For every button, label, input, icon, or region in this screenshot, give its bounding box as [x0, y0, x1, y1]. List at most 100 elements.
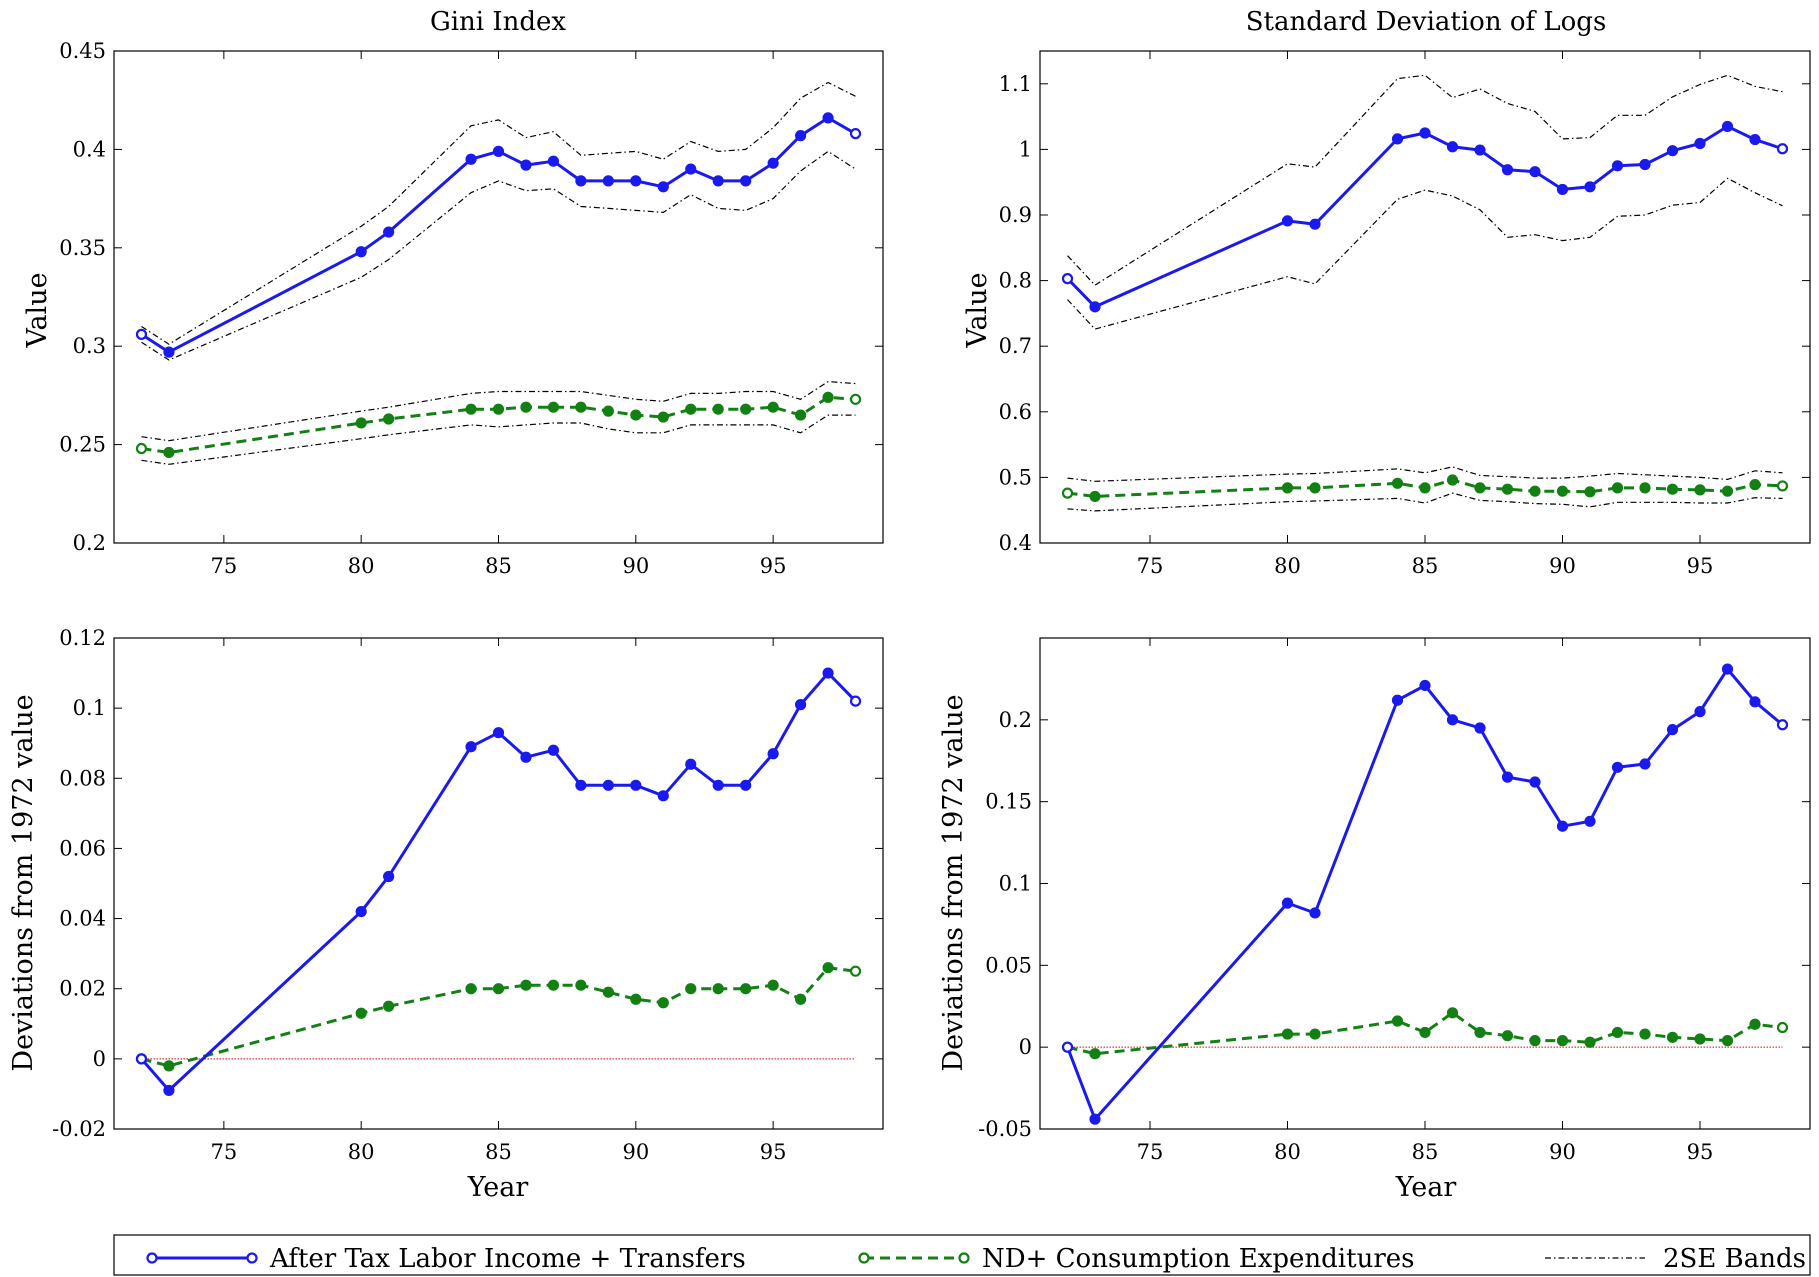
- x-tick-label: 95: [760, 554, 787, 578]
- data-point-consumption: [1721, 485, 1734, 497]
- data-point-income: [575, 779, 587, 791]
- data-point-consumption: [135, 442, 148, 455]
- data-point-income: [657, 181, 669, 193]
- data-point-income: [1474, 144, 1486, 156]
- data-point-income: [1089, 301, 1101, 313]
- data-point-income: [1611, 160, 1624, 172]
- data-point-consumption: [740, 983, 752, 995]
- legend-marker-income: [246, 1252, 258, 1264]
- data-point-income: [1446, 714, 1459, 726]
- x-tick-label: 90: [622, 554, 649, 578]
- data-point-income: [1391, 133, 1404, 145]
- data-point-income: [355, 246, 367, 258]
- data-point-income: [1666, 145, 1679, 157]
- series-line-2se-band: [1067, 177, 1783, 330]
- data-point-consumption: [795, 409, 807, 421]
- data-point-consumption: [1776, 1021, 1789, 1034]
- data-point-consumption: [492, 983, 505, 995]
- x-tick-label: 95: [1687, 1140, 1714, 1164]
- x-tick-label: 75: [1137, 554, 1164, 578]
- data-point-income: [1584, 815, 1596, 827]
- y-tick-label: -0.05: [978, 1117, 1032, 1141]
- series-line-2se-band: [1067, 466, 1783, 482]
- data-point-consumption: [547, 979, 560, 991]
- data-point-income: [657, 790, 669, 802]
- panel-std-dev-deviations: Deviations from 1972 value Year 75 80 85 90…: [938, 637, 1811, 1203]
- data-point-consumption: [1584, 486, 1596, 498]
- data-point-income: [712, 175, 724, 187]
- y-tick-label: 1: [1019, 137, 1032, 161]
- legend-marker-consumption: [858, 1252, 870, 1264]
- data-point-income: [740, 175, 752, 187]
- data-point-income: [1639, 158, 1651, 171]
- data-point-income: [465, 153, 477, 165]
- y-tick-label: 0.5: [999, 465, 1032, 489]
- data-point-income: [1281, 897, 1294, 909]
- y-tick-label: 0.2: [73, 531, 106, 555]
- data-point-consumption: [383, 1000, 395, 1012]
- legend-marker-income: [146, 1252, 158, 1264]
- data-point-consumption: [1776, 480, 1789, 492]
- data-point-consumption: [712, 983, 724, 995]
- data-point-income: [1419, 679, 1431, 692]
- data-point-consumption: [685, 983, 697, 995]
- data-point-income: [520, 751, 532, 763]
- data-point-income: [575, 175, 587, 187]
- data-point-consumption: [1611, 482, 1624, 494]
- data-point-consumption: [822, 391, 834, 403]
- series-line-2se-band: [141, 380, 856, 442]
- data-point-consumption: [602, 405, 614, 417]
- data-point-income: [465, 741, 477, 753]
- data-point-consumption: [602, 986, 614, 998]
- y-tick-label: 0.35: [59, 236, 106, 260]
- panel-title: Standard Deviation of Logs: [1246, 7, 1607, 37]
- series-line-2se-band: [1067, 492, 1783, 512]
- data-point-consumption: [767, 401, 779, 413]
- x-tick-label: 80: [348, 1140, 375, 1164]
- y-axis-label: Value: [22, 272, 53, 348]
- data-point-consumption: [1446, 474, 1459, 486]
- y-tick-label: 0.2: [999, 708, 1032, 732]
- data-point-income: [1501, 771, 1514, 783]
- y-tick-label: 0: [93, 1047, 106, 1071]
- data-point-consumption: [795, 993, 807, 1005]
- data-point-income: [1501, 164, 1514, 176]
- data-point-income: [355, 905, 367, 918]
- y-tick-label: 0.15: [985, 790, 1032, 814]
- legend-box: [113, 1234, 1811, 1276]
- data-point-consumption: [1419, 1026, 1431, 1039]
- data-point-income: [685, 163, 697, 175]
- data-point-consumption: [1639, 1028, 1651, 1040]
- data-point-consumption: [1721, 1035, 1734, 1047]
- data-point-consumption: [849, 965, 862, 977]
- plot-frame: [113, 50, 884, 544]
- data-point-consumption: [383, 413, 395, 425]
- data-point-income: [1694, 137, 1706, 150]
- data-point-consumption: [520, 979, 532, 991]
- data-point-consumption: [575, 979, 587, 991]
- panel-gini-index: Gini Index Value 75 80 85 90 95 0.2 0.25 0.3 0.3…: [22, 7, 884, 578]
- x-tick-label: 75: [210, 554, 237, 578]
- y-tick-label: 0.4: [999, 531, 1032, 555]
- y-tick-label: 0.25: [59, 433, 106, 457]
- data-point-consumption: [1089, 490, 1101, 503]
- series-line-2se-band: [141, 414, 856, 465]
- data-point-income: [822, 667, 834, 679]
- data-point-income: [135, 1053, 148, 1065]
- legend: After Tax Labor Income + Transfers ND+ C…: [113, 1234, 1811, 1276]
- x-tick-label: 95: [1687, 554, 1714, 578]
- x-tick-label: 80: [1274, 1140, 1301, 1164]
- legend-label-income: After Tax Labor Income + Transfers: [269, 1244, 746, 1274]
- data-point-income: [602, 779, 614, 791]
- data-point-income: [135, 328, 148, 340]
- data-point-income: [520, 159, 532, 171]
- panel-title: Gini Index: [430, 7, 566, 37]
- y-tick-label: 0: [1019, 1035, 1032, 1059]
- data-point-income: [492, 145, 505, 157]
- data-point-consumption: [1309, 1028, 1321, 1040]
- data-point-consumption: [740, 403, 752, 415]
- data-point-consumption: [630, 409, 642, 421]
- data-point-income: [383, 226, 395, 238]
- data-point-consumption: [1446, 1007, 1459, 1019]
- legend-marker-consumption: [958, 1252, 970, 1264]
